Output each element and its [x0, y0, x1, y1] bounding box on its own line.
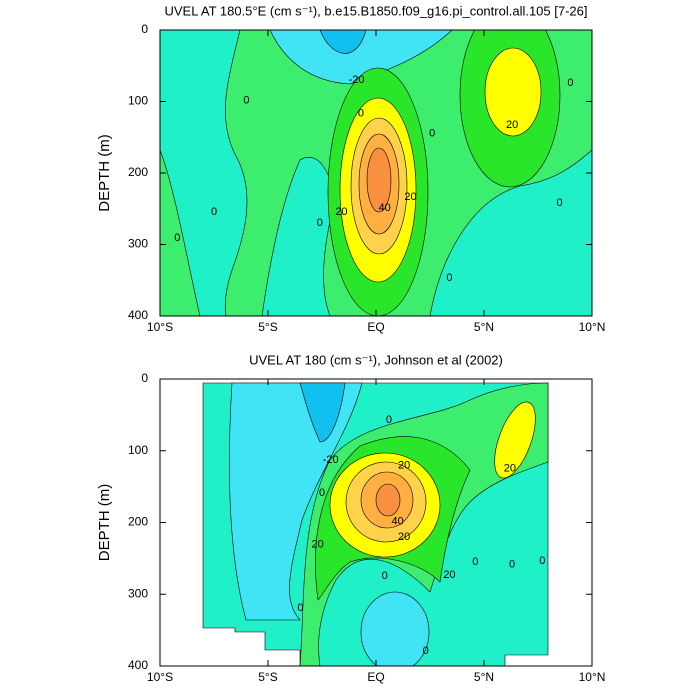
- y-axis-label: DEPTH (m): [96, 484, 113, 562]
- fill-region: [375, 483, 401, 517]
- contour-label: 20: [335, 206, 347, 218]
- x-tick-label: 10°N: [579, 670, 606, 684]
- contour-label: 20: [312, 539, 324, 551]
- y-tick-label: 300: [128, 586, 148, 600]
- x-tick-label: 10°S: [147, 320, 173, 334]
- contour-label: 0: [509, 559, 515, 571]
- x-tick-label: 10°S: [147, 670, 173, 684]
- fill-region: [269, 30, 453, 85]
- y-tick-label: 100: [128, 94, 148, 108]
- contour-label: 0: [358, 108, 364, 120]
- contour-label: 20: [398, 531, 410, 543]
- contour-label: 0: [429, 128, 435, 140]
- contour-label: -20: [349, 74, 365, 86]
- y-tick-label: 100: [128, 443, 148, 457]
- contour-label: 0: [446, 272, 452, 284]
- x-tick-label: 5°N: [474, 670, 494, 684]
- y-tick-label: 0: [141, 22, 148, 36]
- fill-region: [299, 382, 346, 443]
- x-tick-label: EQ: [367, 670, 384, 684]
- y-tick-label: 300: [128, 237, 148, 251]
- y-tick-label: 400: [128, 658, 148, 672]
- contour-label: 0: [557, 197, 563, 209]
- fill-region: [360, 591, 430, 666]
- contour-label: 0: [319, 487, 325, 499]
- y-tick-label: 0: [141, 371, 148, 385]
- contour-fill: [160, 30, 592, 316]
- fill-region: [261, 157, 336, 316]
- contour-label: -20: [323, 454, 339, 466]
- x-tick-label: 5°S: [258, 320, 277, 334]
- contour-label: 20: [504, 463, 516, 475]
- contour-label: 0: [567, 77, 573, 89]
- fill-region: [319, 30, 367, 54]
- contour-label: 0: [386, 414, 392, 426]
- fill-region: [484, 47, 542, 137]
- y-tick-label: 400: [128, 308, 148, 322]
- contour-label: 20: [443, 569, 455, 581]
- y-tick-label: 200: [128, 515, 148, 529]
- contour-label: 20: [398, 460, 410, 472]
- y-tick-label: 200: [128, 165, 148, 179]
- contour-label: 20: [506, 119, 518, 131]
- contour-label: 0: [423, 645, 429, 657]
- contour-label: 0: [317, 217, 323, 229]
- contour-label: 0: [243, 95, 249, 107]
- x-tick-label: 5°S: [258, 670, 277, 684]
- chart-title: UVEL AT 180.5°E (cm s⁻¹), b.e15.B1850.f0…: [164, 3, 587, 18]
- x-tick-label: 10°N: [579, 320, 606, 334]
- contour-fill: [202, 382, 549, 666]
- fill-region: [494, 401, 536, 479]
- contour-label: 0: [297, 602, 303, 614]
- chart-title: UVEL AT 180 (cm s⁻¹), Johnson et al (200…: [249, 352, 503, 367]
- x-tick-label: 5°N: [474, 320, 494, 334]
- fill-region: [366, 147, 392, 213]
- y-axis-label: DEPTH (m): [96, 134, 113, 212]
- fill-region: [229, 382, 363, 621]
- contour-label: 40: [379, 202, 391, 214]
- contour-label: 40: [391, 516, 403, 528]
- contour-label: 0: [539, 555, 545, 567]
- contour-label: 0: [174, 232, 180, 244]
- contour-label: 0: [472, 556, 478, 568]
- contour-label: 0: [382, 570, 388, 582]
- contour-label: 20: [404, 191, 416, 203]
- fill-region: [429, 149, 592, 316]
- x-tick-label: EQ: [367, 320, 384, 334]
- contour-label: 0: [211, 206, 217, 218]
